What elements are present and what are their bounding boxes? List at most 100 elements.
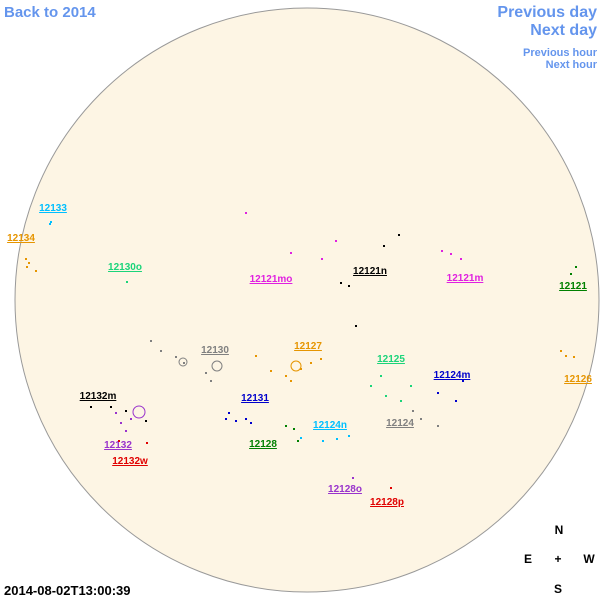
sunspot <box>573 356 575 358</box>
solar-disk <box>14 7 600 593</box>
region-label: 12121 <box>559 281 587 292</box>
sunspot <box>175 356 177 358</box>
previous-day-link[interactable]: Previous day <box>497 4 597 21</box>
sunspot <box>25 258 27 260</box>
next-day-link[interactable]: Next day <box>530 22 597 39</box>
sunspot <box>380 375 382 377</box>
sunspot <box>320 358 322 360</box>
sunspot <box>245 212 247 214</box>
region-label: 12131 <box>241 393 269 404</box>
region-label: 12132m <box>80 391 117 402</box>
sunspot <box>322 440 324 442</box>
sunspot <box>28 262 30 264</box>
sunspot <box>321 258 323 260</box>
sunspot <box>560 350 562 352</box>
compass-center: + <box>554 552 561 566</box>
sunspot <box>352 477 354 479</box>
compass: N E + W S <box>524 523 595 596</box>
sunspot <box>132 405 146 419</box>
sunspot <box>125 410 127 412</box>
compass-east: E <box>524 552 532 566</box>
sunspot <box>336 438 338 440</box>
sunspot <box>50 221 52 223</box>
sunspot <box>420 418 422 420</box>
sunspot <box>398 234 400 236</box>
sunspot <box>437 425 439 427</box>
sunspot <box>125 430 127 432</box>
sunspot <box>370 385 372 387</box>
sunspot <box>270 370 272 372</box>
sunspot <box>290 380 292 382</box>
sunspot <box>211 360 223 372</box>
region-label: 12132 <box>104 440 132 451</box>
region-label: 12132w <box>112 456 148 467</box>
sunspot <box>49 223 51 225</box>
sunspot <box>35 270 37 272</box>
sunspot <box>110 406 112 408</box>
region-label: 12121n <box>353 266 387 277</box>
sunspot <box>297 440 299 442</box>
sunspot <box>437 392 439 394</box>
next-hour-link[interactable]: Next hour <box>546 59 598 71</box>
region-label: 12128o <box>328 484 362 495</box>
sunspot <box>340 282 342 284</box>
sunspot <box>146 442 148 444</box>
sunspot <box>26 266 28 268</box>
sunspot <box>183 362 185 364</box>
region-label: 12124n <box>313 420 347 431</box>
sunspot <box>90 406 92 408</box>
region-label: 12128 <box>249 439 277 450</box>
region-label: 12124m <box>434 370 471 381</box>
region-label: 12130 <box>201 345 229 356</box>
sunspot <box>293 428 295 430</box>
sunspot <box>225 418 227 420</box>
sunspot <box>300 368 302 370</box>
sunspot <box>565 355 567 357</box>
compass-west: W <box>583 552 595 566</box>
sunspot <box>145 420 147 422</box>
region-label: 12124 <box>386 418 414 429</box>
sunspot <box>335 240 337 242</box>
region-label: 12133 <box>39 203 67 214</box>
sunspot <box>383 245 385 247</box>
sunspot <box>575 266 577 268</box>
sunspot <box>348 435 350 437</box>
sunspot <box>285 375 287 377</box>
region-label: 12125 <box>377 354 405 365</box>
region-label: 12121mo <box>250 274 293 285</box>
sunspot <box>390 487 392 489</box>
sunspot <box>300 437 302 439</box>
sunspot <box>118 440 120 442</box>
sunspot <box>150 340 152 342</box>
sunspot <box>250 422 252 424</box>
sunspot <box>120 422 122 424</box>
sunspot <box>385 395 387 397</box>
previous-hour-link[interactable]: Previous hour <box>523 47 598 59</box>
sunspot <box>228 412 230 414</box>
sunspot <box>450 253 452 255</box>
sunspot <box>205 372 207 374</box>
sunspot <box>455 400 457 402</box>
back-link[interactable]: Back to 2014 <box>4 4 96 21</box>
region-label: 12126 <box>564 374 592 385</box>
sunspot <box>115 412 117 414</box>
sunspot <box>412 410 414 412</box>
sunspot <box>160 350 162 352</box>
region-label: 12134 <box>7 233 35 244</box>
region-label: 12130o <box>108 262 142 273</box>
sunspot <box>400 400 402 402</box>
sunspot <box>130 418 132 420</box>
region-label: 12128p <box>370 497 404 508</box>
region-label: 12121m <box>447 273 484 284</box>
sunspot <box>255 355 257 357</box>
sunspot <box>290 360 302 372</box>
sunspot <box>178 357 188 367</box>
sunspot <box>235 420 237 422</box>
timestamp: 2014-08-02T13:00:39 <box>4 583 130 598</box>
sunspot <box>348 285 350 287</box>
sunspot <box>310 362 312 364</box>
compass-south: S <box>554 582 562 596</box>
region-label: 12127 <box>294 341 322 352</box>
sunspot <box>285 425 287 427</box>
